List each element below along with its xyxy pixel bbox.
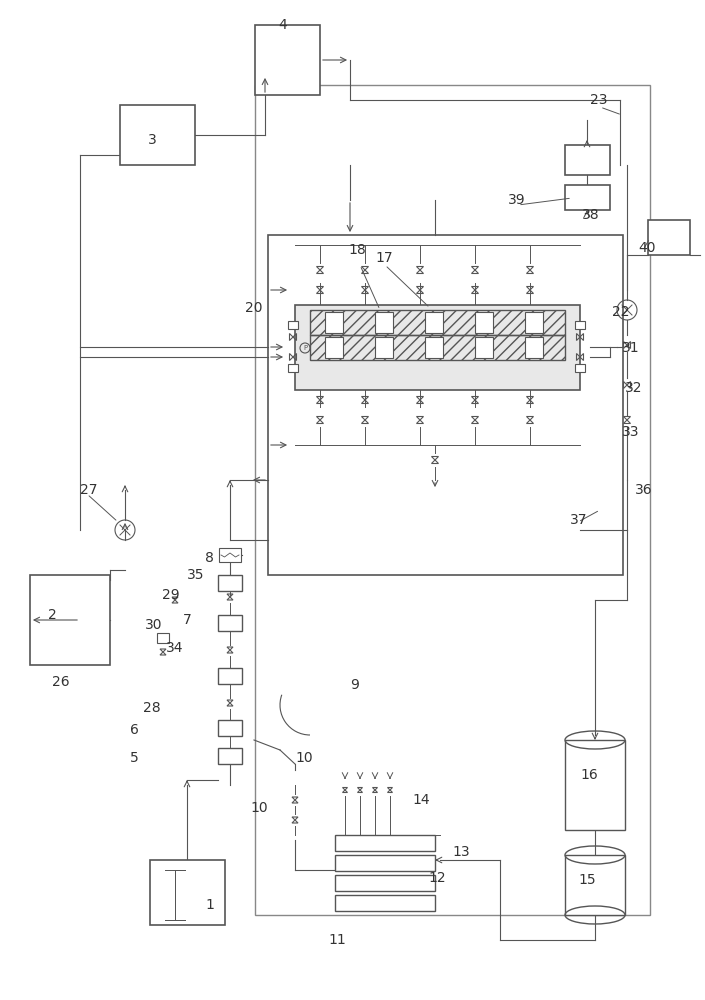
- Text: 2: 2: [48, 608, 56, 622]
- Text: 29: 29: [162, 588, 180, 602]
- Text: 15: 15: [578, 873, 596, 887]
- Text: 36: 36: [635, 483, 653, 497]
- Text: 38: 38: [582, 208, 600, 222]
- Text: 9: 9: [350, 678, 359, 692]
- Text: 1: 1: [205, 898, 214, 912]
- Bar: [310, 335, 565, 360]
- Text: 4: 4: [278, 18, 287, 32]
- Text: 26: 26: [52, 675, 70, 689]
- Text: 35: 35: [187, 568, 204, 582]
- Bar: [157, 633, 169, 643]
- Bar: [565, 185, 610, 210]
- Bar: [325, 337, 343, 358]
- Text: 3: 3: [148, 133, 157, 147]
- Text: 27: 27: [80, 483, 97, 497]
- Bar: [120, 105, 195, 165]
- Text: 23: 23: [590, 93, 608, 107]
- Text: 39: 39: [508, 193, 526, 207]
- Bar: [375, 312, 393, 333]
- Bar: [288, 364, 298, 372]
- Bar: [255, 25, 320, 95]
- Bar: [575, 364, 585, 372]
- Bar: [425, 337, 443, 358]
- Bar: [335, 895, 435, 911]
- Text: 6: 6: [130, 723, 139, 737]
- Text: 16: 16: [580, 768, 598, 782]
- Text: 12: 12: [428, 871, 446, 885]
- Bar: [295, 305, 580, 390]
- Bar: [375, 337, 393, 358]
- Text: 22: 22: [612, 305, 630, 319]
- Text: 10: 10: [295, 751, 312, 765]
- Bar: [219, 548, 241, 562]
- Bar: [150, 860, 225, 925]
- Bar: [648, 220, 690, 255]
- Text: 13: 13: [452, 845, 470, 859]
- Bar: [475, 312, 493, 333]
- Bar: [310, 310, 565, 335]
- Bar: [335, 875, 435, 891]
- Text: 31: 31: [622, 341, 639, 355]
- Bar: [218, 575, 242, 591]
- Text: 33: 33: [622, 425, 639, 439]
- Text: P: P: [303, 345, 307, 351]
- Text: 30: 30: [145, 618, 162, 632]
- Text: 20: 20: [245, 301, 262, 315]
- Bar: [525, 312, 543, 333]
- Text: 17: 17: [375, 251, 393, 265]
- Bar: [525, 337, 543, 358]
- Text: 18: 18: [348, 243, 366, 257]
- Bar: [565, 740, 625, 830]
- Text: 32: 32: [625, 381, 642, 395]
- Bar: [218, 668, 242, 684]
- Bar: [565, 145, 610, 175]
- Bar: [425, 312, 443, 333]
- Bar: [325, 312, 343, 333]
- Bar: [475, 337, 493, 358]
- Text: 11: 11: [328, 933, 345, 947]
- Text: 10: 10: [250, 801, 268, 815]
- Text: 14: 14: [412, 793, 429, 807]
- Bar: [218, 615, 242, 631]
- Bar: [335, 835, 435, 851]
- Bar: [30, 575, 110, 665]
- Text: 7: 7: [183, 613, 192, 627]
- Bar: [288, 321, 298, 329]
- Text: 37: 37: [570, 513, 587, 527]
- Bar: [268, 235, 623, 575]
- Text: 5: 5: [130, 751, 139, 765]
- Bar: [218, 720, 242, 736]
- Bar: [218, 748, 242, 764]
- Bar: [565, 855, 625, 915]
- Text: 28: 28: [143, 701, 161, 715]
- Text: 8: 8: [205, 551, 214, 565]
- Bar: [255, 85, 650, 915]
- Bar: [575, 321, 585, 329]
- Bar: [335, 855, 435, 871]
- Text: 34: 34: [166, 641, 183, 655]
- Text: 40: 40: [638, 241, 656, 255]
